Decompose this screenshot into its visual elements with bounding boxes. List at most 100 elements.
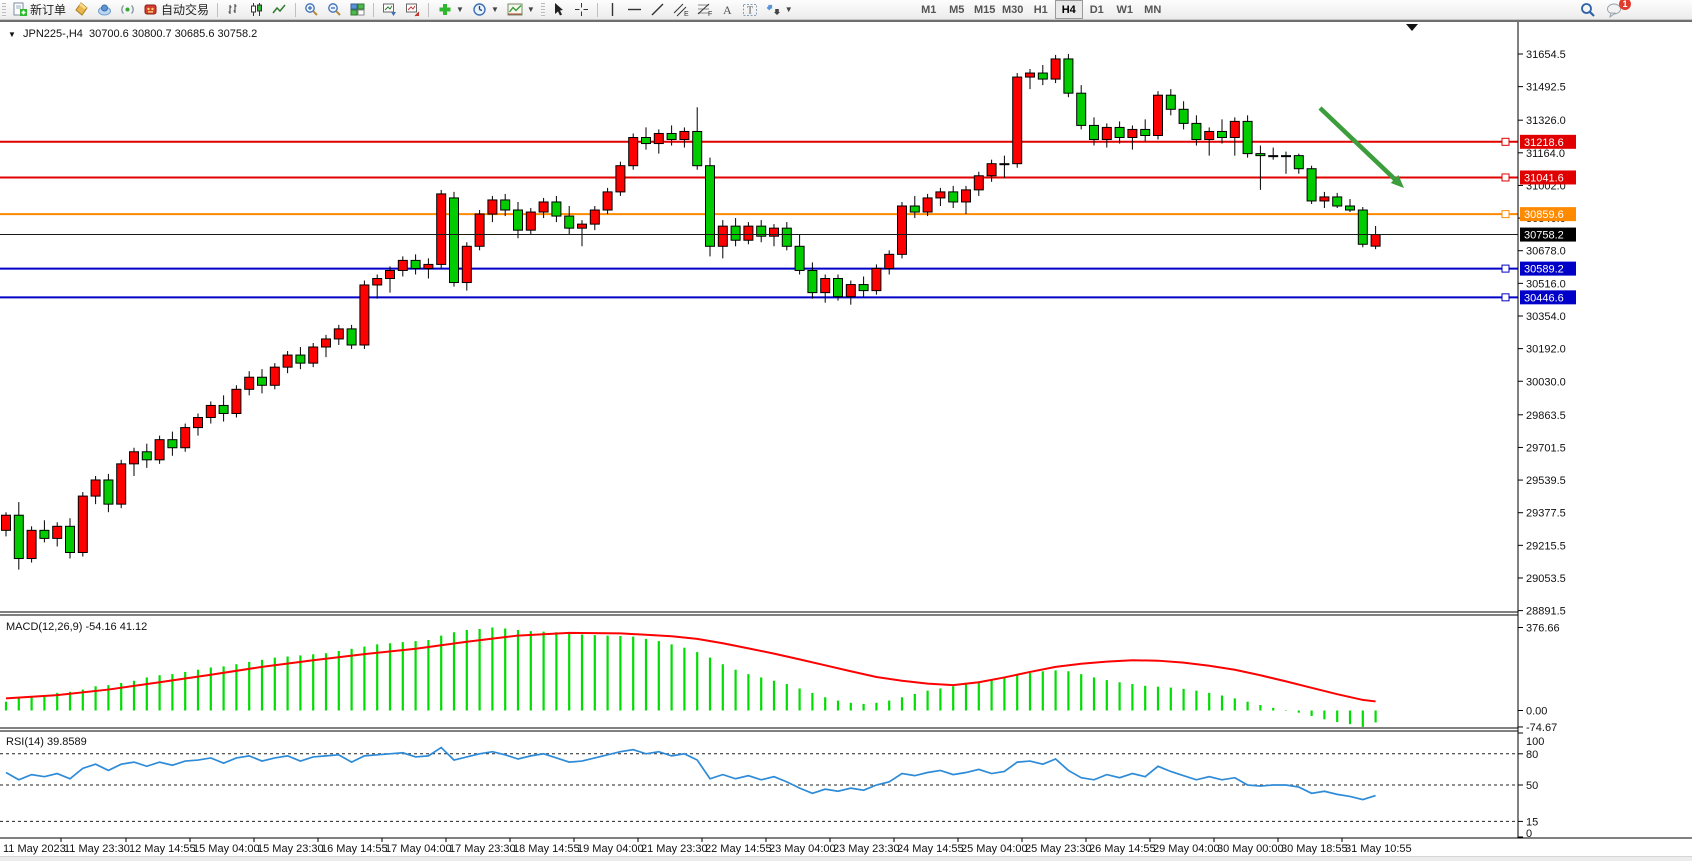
candle [1370, 234, 1381, 247]
rsi-axis-label: 100 [1526, 736, 1544, 748]
price-axis-label: 28891.5 [1526, 606, 1566, 618]
candle [513, 209, 523, 231]
timeframe-button-d1[interactable]: D1 [1089, 3, 1104, 16]
timeframe-button-m15[interactable]: M15 [974, 3, 996, 16]
candle [615, 165, 626, 193]
candle [372, 278, 383, 286]
arrange-charts-button[interactable] [378, 1, 401, 18]
line-handle[interactable] [1501, 137, 1510, 146]
price-axis-label: 30030.0 [1526, 376, 1566, 388]
timeframe-button-m30[interactable]: M30 [1002, 3, 1024, 16]
label-tool-button[interactable]: T [738, 1, 762, 18]
candle [116, 463, 127, 505]
horizontal-line-tool-button[interactable] [623, 1, 646, 18]
rsi-axis-label: 0 [1526, 828, 1532, 840]
channel-tool-button[interactable]: E [669, 1, 693, 18]
text-icon: A [721, 2, 734, 17]
candle [973, 175, 984, 191]
text-tool-button[interactable]: A [717, 1, 738, 18]
community-button[interactable] [93, 1, 116, 18]
candlestick-chart-button[interactable] [245, 1, 268, 18]
candle [922, 197, 933, 213]
time-axis-label: 26 May 14:55 [1089, 843, 1156, 855]
notifications-chat-icon[interactable]: 1 [1606, 0, 1631, 18]
line-handle[interactable] [1501, 293, 1510, 302]
horizontal-line-icon [627, 2, 642, 17]
candle [717, 225, 728, 247]
price-axis-label: 29377.5 [1526, 508, 1566, 520]
crosshair-tool-button[interactable] [570, 1, 593, 18]
timeframe-button-h4[interactable]: H4 [1054, 0, 1083, 19]
timeframe-button-m1[interactable]: M1 [921, 3, 937, 16]
candle [346, 328, 357, 346]
time-axis-label: 15 May 23:30 [257, 843, 324, 855]
candle [1114, 126, 1125, 139]
time-axis-label: 23 May 23:30 [833, 843, 900, 855]
price-axis-label: 29539.5 [1526, 475, 1566, 487]
rsi-indicator-label: RSI(14) 39.8589 [6, 736, 87, 748]
toolbar: 新订单 自动交易 [0, 0, 1692, 20]
timeframe-button-h1[interactable]: H1 [1033, 3, 1048, 16]
svg-text:A: A [723, 3, 732, 17]
templates-button[interactable]: ▼ [503, 1, 539, 18]
toolbar-grip[interactable] [2, 2, 6, 17]
timeframe-button-w1[interactable]: W1 [1116, 3, 1133, 16]
signals-button[interactable] [116, 1, 139, 18]
time-axis-label: 17 May 23:30 [449, 843, 516, 855]
chart-window[interactable]: ▼ JPN225-,H4 30700.6 30800.7 30685.6 307… [0, 20, 1692, 861]
chevron-down-icon: ▼ [526, 5, 535, 14]
tile-windows-button[interactable] [346, 1, 369, 18]
arrows-tool-button[interactable]: ▼ [762, 1, 797, 18]
down-arrow-object[interactable] [1318, 106, 1402, 186]
candle [909, 205, 920, 213]
chart-canvas[interactable]: 31654.531492.531326.031164.031002.030840… [0, 22, 1692, 861]
fibonacci-tool-button[interactable]: F [693, 1, 717, 18]
rsi-axis-label: 50 [1526, 780, 1538, 792]
line-price-label-box [1520, 261, 1576, 276]
bar-chart-button[interactable] [222, 1, 245, 18]
line-handle[interactable] [1501, 264, 1510, 273]
candle [1191, 122, 1202, 141]
candle [935, 191, 946, 199]
zoom-in-button[interactable] [300, 1, 323, 18]
toolbar-grip[interactable] [540, 2, 545, 17]
candle [321, 338, 331, 348]
time-axis-label: 12 May 14:55 [129, 843, 196, 855]
candle [1012, 76, 1023, 165]
symbol-period-label: JPN225-,H4 [22, 28, 83, 40]
cursor-tool-button[interactable] [547, 1, 570, 18]
line-handle[interactable] [1501, 210, 1510, 219]
autotrading-button[interactable]: 自动交易 [139, 1, 213, 18]
candle [743, 225, 754, 241]
candle [410, 259, 421, 269]
arrange-charts-alt-button[interactable] [401, 1, 424, 18]
window-bottom-strip [0, 856, 1692, 861]
price-axis-label: 29863.5 [1526, 410, 1566, 422]
notification-badge: 1 [1619, 0, 1631, 10]
line-price-label: 30446.6 [1524, 292, 1564, 304]
new-order-button[interactable]: 新订单 [8, 1, 70, 18]
candle [1293, 155, 1304, 170]
bar-chart-icon [226, 2, 241, 17]
timeframe-button-m5[interactable]: M5 [949, 3, 965, 16]
candle [77, 495, 88, 553]
zoom-out-button[interactable] [323, 1, 346, 18]
window-menu-triangle-icon[interactable]: ▼ [8, 30, 16, 39]
candle [449, 197, 459, 284]
vertical-line-tool-button[interactable] [602, 1, 623, 18]
periods-button[interactable]: ▼ [468, 1, 503, 18]
chart-shift-marker[interactable] [1406, 24, 1418, 31]
candle [1268, 155, 1279, 158]
candle [487, 199, 498, 215]
line-handle[interactable] [1501, 173, 1510, 182]
candle [1127, 128, 1138, 139]
line-chart-button[interactable] [268, 1, 291, 18]
time-axis-label: 31 May 10:55 [1345, 843, 1412, 855]
search-icon[interactable] [1580, 2, 1596, 18]
trendline-tool-button[interactable] [646, 1, 669, 18]
time-axis-label: 25 May 23:30 [1025, 843, 1092, 855]
new-chart-button[interactable]: ▼ [433, 1, 468, 18]
timeframe-button-mn[interactable]: MN [1144, 3, 1162, 16]
styler-button[interactable] [70, 1, 93, 18]
price-axis-label: 29053.5 [1526, 573, 1566, 585]
